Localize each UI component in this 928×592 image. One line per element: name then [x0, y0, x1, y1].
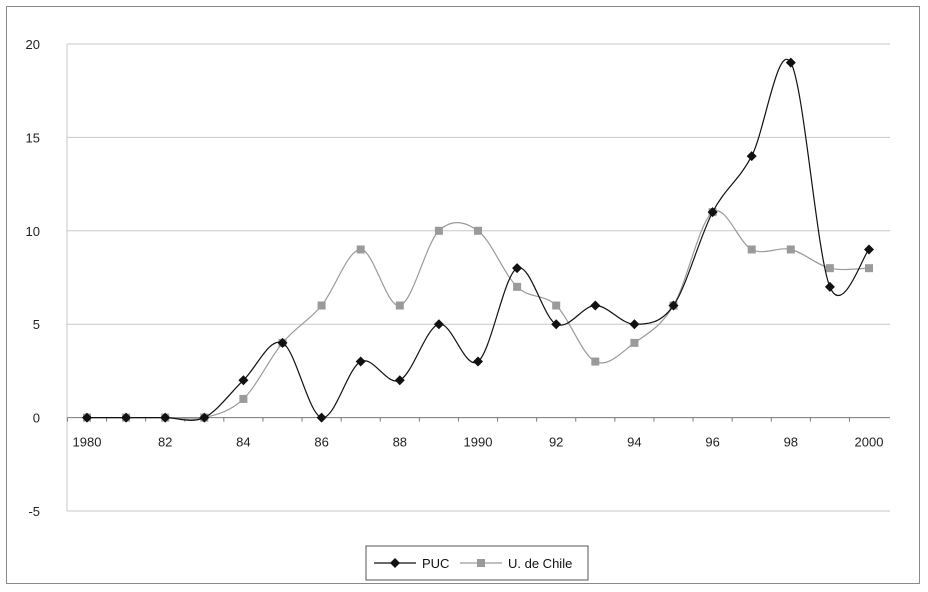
data-point-u-de-chile: [865, 264, 873, 273]
data-point-u-de-chile: [630, 338, 639, 347]
data-point-puc: [668, 300, 679, 311]
x-tick-label: 94: [627, 435, 641, 450]
data-point-puc: [433, 319, 444, 330]
data-point-u-de-chile: [552, 301, 561, 310]
data-point-puc: [824, 281, 835, 292]
data-point-u-de-chile: [786, 245, 795, 254]
legend: PUC U. de Chile: [365, 545, 589, 581]
y-tick-label: 0: [33, 411, 40, 426]
x-tick-label: 2000: [855, 435, 884, 450]
y-tick-label: 5: [33, 317, 40, 332]
data-point-puc: [121, 412, 132, 423]
data-point-u-de-chile: [356, 245, 365, 254]
data-point-puc: [238, 375, 249, 386]
data-point-puc: [473, 356, 483, 367]
legend-marker-puc: [390, 558, 400, 568]
x-tick-label: 86: [314, 435, 328, 450]
data-point-puc: [864, 244, 874, 255]
data-point-u-de-chile: [591, 357, 600, 366]
gridlines: [66, 43, 890, 512]
x-tick-label: 92: [549, 435, 563, 450]
x-tick-label: 1990: [464, 435, 493, 450]
data-point-u-de-chile: [747, 245, 756, 254]
data-point-puc: [629, 319, 640, 330]
data-point-u-de-chile: [395, 301, 404, 310]
series-line-u-de-chile: [87, 210, 870, 420]
chart-frame: [6, 6, 920, 584]
data-point-puc: [785, 57, 796, 68]
data-point-u-de-chile: [825, 264, 834, 273]
data-point-u-de-chile: [239, 394, 248, 403]
data-point-puc: [551, 319, 562, 330]
x-tick-label: 88: [393, 435, 407, 450]
legend-label-puc: PUC: [422, 556, 449, 571]
x-tick-label: 82: [158, 435, 172, 450]
data-point-puc: [160, 412, 171, 423]
data-point-puc: [394, 375, 405, 386]
data-point-puc: [199, 412, 210, 423]
data-point-puc: [355, 356, 366, 367]
series-layer: [82, 57, 874, 423]
series-u-de-chile: [83, 208, 873, 422]
data-point-puc: [316, 412, 327, 423]
legend-label-u-de-chile: U. de Chile: [508, 556, 572, 571]
x-tick-label: 96: [705, 435, 719, 450]
data-point-u-de-chile: [513, 282, 522, 291]
data-point-u-de-chile: [434, 226, 443, 235]
data-point-puc: [590, 300, 601, 311]
data-point-puc: [512, 263, 523, 274]
y-axis-ticks: -5 0 5 10 15 20: [26, 37, 40, 519]
data-point-puc: [746, 151, 757, 162]
x-tick-label: 98: [784, 435, 798, 450]
y-tick-label: -5: [28, 504, 40, 519]
x-tick-label: 1980: [73, 435, 102, 450]
series-puc: [82, 57, 874, 423]
y-tick-label: 15: [26, 130, 40, 145]
x-axis-ticks: 1980 82 84 86 88 1990 92 94 96 98 2000: [66, 417, 884, 450]
data-point-u-de-chile: [474, 226, 482, 235]
data-point-u-de-chile: [317, 301, 326, 310]
data-point-puc: [82, 412, 92, 423]
data-point-puc: [277, 337, 288, 348]
x-tick-label: 84: [236, 435, 250, 450]
y-tick-label: 10: [26, 224, 40, 239]
legend-marker-u-de-chile: [477, 559, 485, 567]
y-tick-label: 20: [26, 37, 40, 52]
data-point-puc: [707, 207, 718, 218]
